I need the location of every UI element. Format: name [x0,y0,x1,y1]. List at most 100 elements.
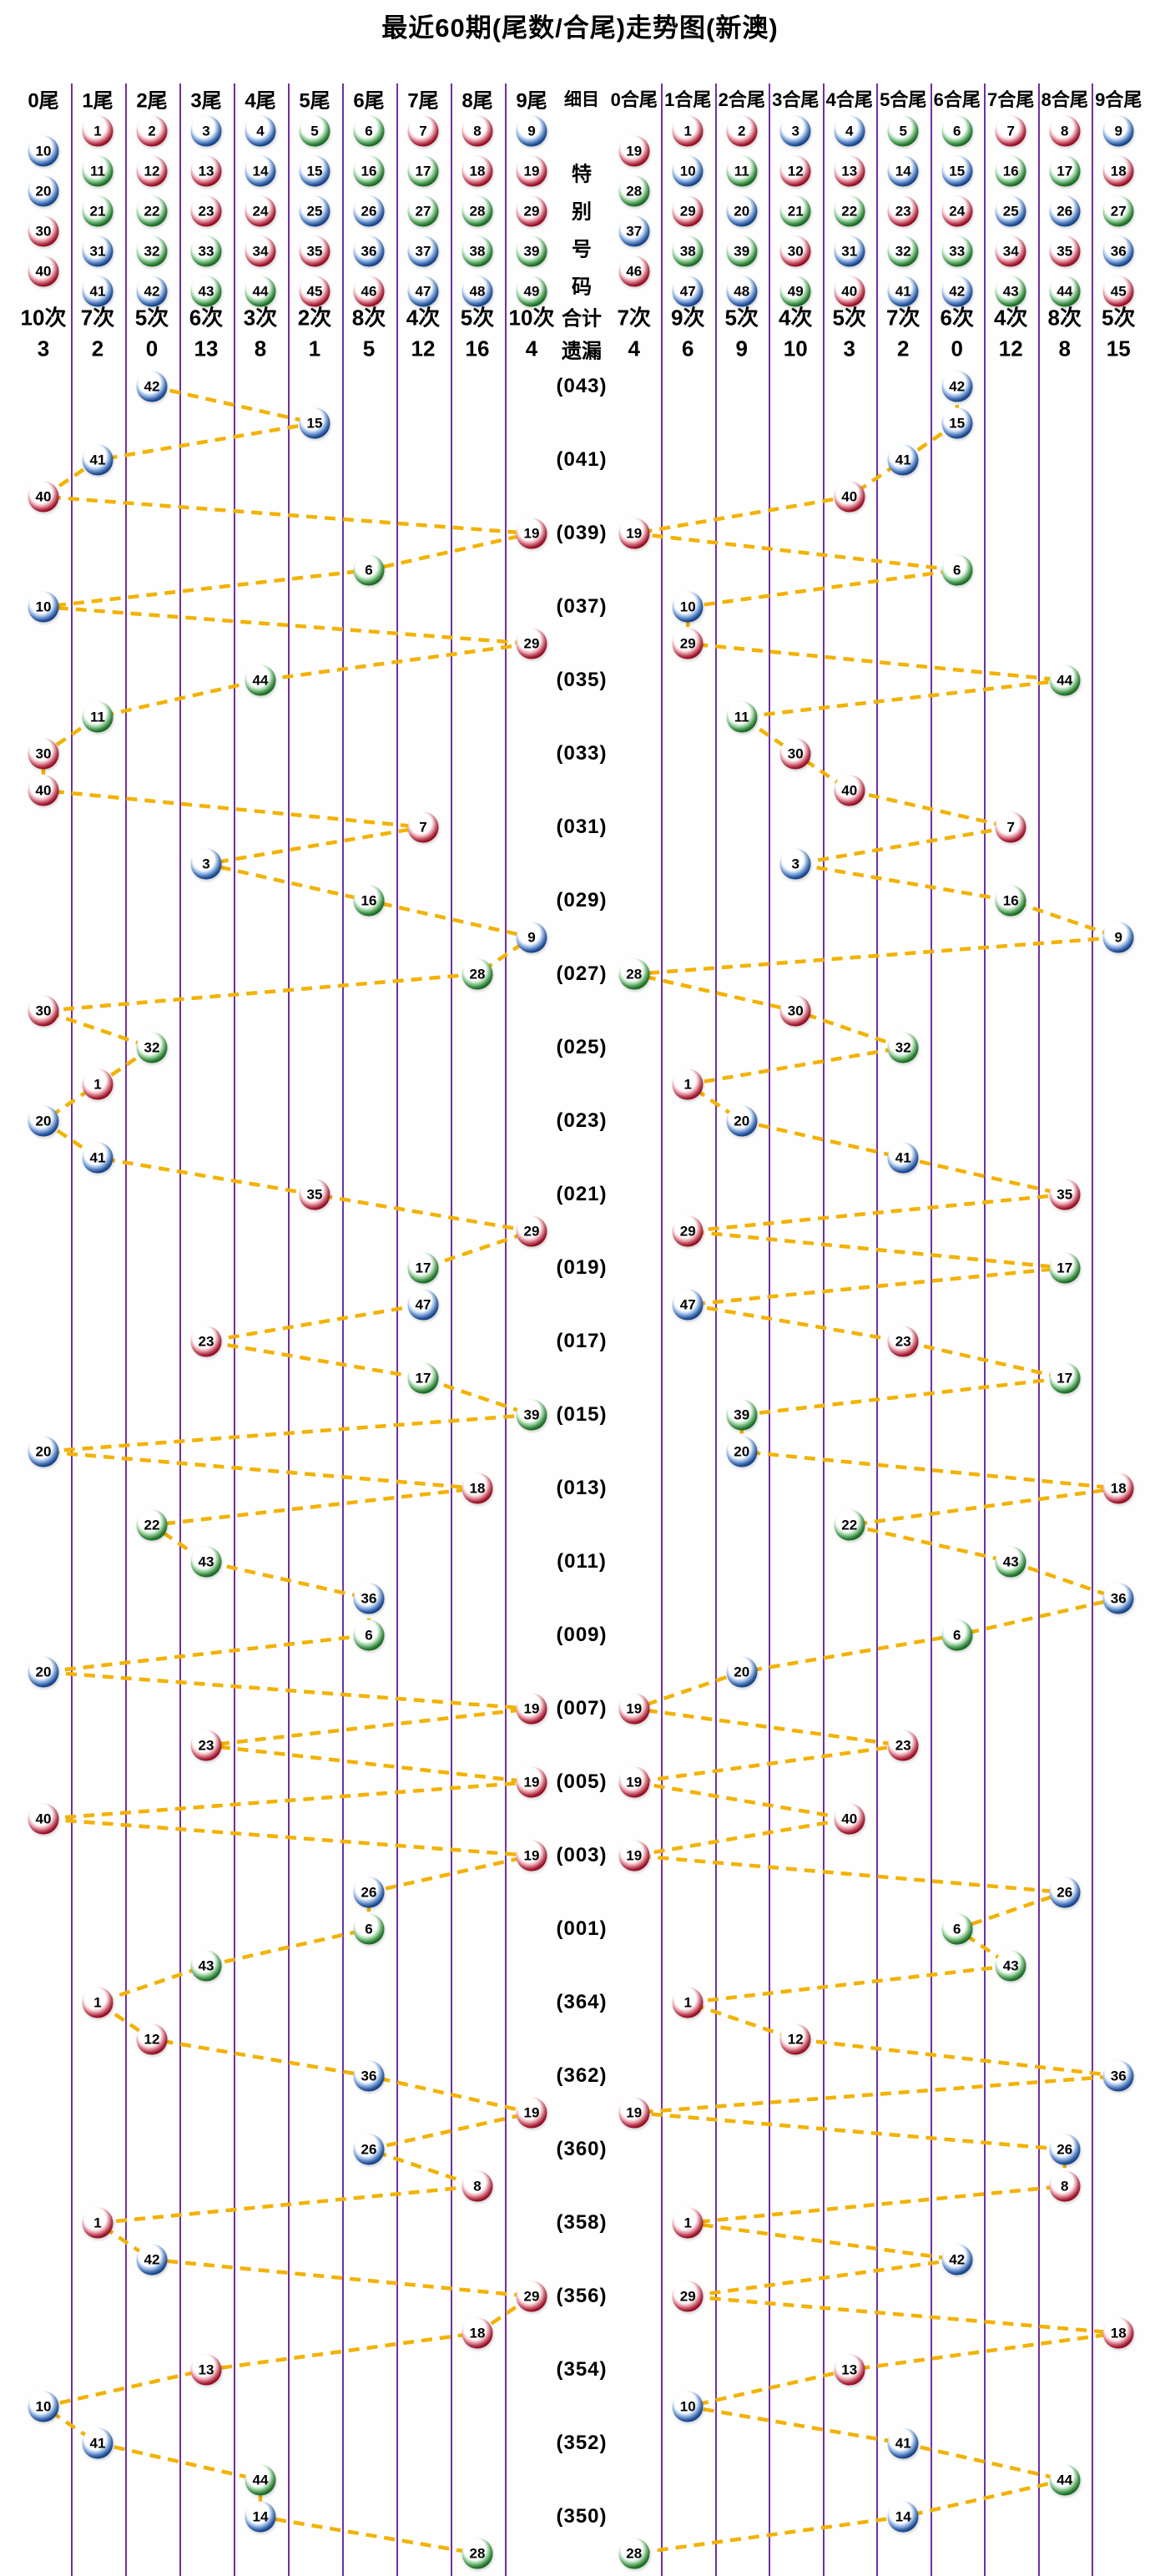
ball-number: 3 [202,856,210,871]
chart-ball-tail: 40 [28,481,59,513]
ball-number: 1 [683,1994,692,2010]
chart-ball-tail: 36 [353,2060,385,2092]
ball-number: 23 [198,1737,214,1753]
ball-number: 29 [523,1223,540,1239]
header-ball: 4 [834,115,865,147]
ball-number: 47 [415,283,431,299]
special-number-label: 别 [572,200,592,224]
ball-number: 18 [469,1480,486,1496]
chart-ball-sumtail: 29 [672,2281,704,2312]
ball-number: 29 [679,203,696,219]
ball-number: 21 [787,203,804,219]
chart-ball-tail: 18 [461,1472,493,1504]
header-ball: 45 [1102,275,1134,307]
ball-number: 5 [899,123,907,139]
header-ball: 8 [461,115,493,147]
ball-number: 36 [361,1590,377,1606]
chart-ball-sumtail: 19 [618,1766,650,1798]
header-ball: 30 [779,235,811,267]
count-cell: 6次 [940,305,974,331]
period-label: (011) [557,1550,607,1573]
grid-line [822,83,825,2576]
chart-ball-tail: 12 [136,2023,168,2055]
ball-number: 33 [198,243,214,259]
ball-number: 43 [198,283,214,299]
ball-number: 16 [361,163,377,179]
count-cell: 10次 [508,305,555,331]
ball-number: 32 [895,243,911,259]
chart-ball-sumtail: 44 [1049,2464,1081,2496]
ball-number: 17 [1057,1370,1073,1386]
chart-ball-sumtail: 26 [1049,1876,1081,1908]
ball-number: 28 [469,966,486,982]
chart-ball-tail: 19 [516,518,547,549]
ball-number: 36 [1110,1590,1127,1606]
header-ball: 30 [28,215,59,247]
column-header-tail-4: 4尾 [245,89,276,113]
header-ball: 43 [995,275,1026,307]
ball-number: 21 [89,203,106,219]
ball-number: 13 [198,2361,214,2377]
grid-line [287,83,290,2576]
chart-ball-sumtail: 40 [834,1803,865,1835]
header-ball: 22 [834,195,865,227]
header-ball: 28 [461,195,493,227]
header-ball: 19 [618,135,650,167]
header-ball: 12 [779,155,811,187]
grid-line [876,83,878,2576]
ball-number: 10 [35,2398,52,2414]
header-ball: 11 [726,155,758,187]
ball-number: 5 [310,123,319,139]
chart-ball-tail: 29 [516,628,547,659]
chart-ball-sumtail: 20 [726,1436,758,1467]
chart-ball-sumtail: 28 [618,2538,650,2569]
chart-ball-sumtail: 35 [1049,1179,1081,1210]
ball-number: 22 [841,1517,858,1533]
header-ball: 39 [516,235,547,267]
chart-ball-sumtail: 19 [618,1693,650,1725]
chart-ball-tail: 23 [190,1326,222,1357]
period-label: (031) [556,816,608,838]
header-ball: 2 [726,115,758,147]
chart-ball-tail: 19 [516,1840,547,1871]
ball-number: 47 [415,1296,431,1312]
header-ball: 4 [245,115,276,147]
chart-ball-tail: 20 [28,1436,59,1467]
chart-ball-sumtail: 18 [1102,2317,1134,2349]
ball-number: 6 [953,1921,961,1937]
ball-number: 29 [679,635,696,651]
chart-ball-tail: 35 [299,1179,330,1210]
ball-number: 41 [895,283,911,299]
period-label: (356) [556,2285,608,2307]
period-label: (025) [556,1036,608,1058]
header-ball: 32 [887,235,919,267]
header-ball: 42 [941,275,973,307]
ball-number: 41 [895,452,911,467]
ball-number: 17 [1057,1260,1073,1275]
ball-number: 49 [787,283,804,299]
header-ball: 31 [82,235,113,267]
ball-number: 40 [841,283,858,299]
ball-number: 19 [523,2104,540,2120]
header-ball: 37 [618,215,650,247]
ball-number: 15 [306,415,323,431]
header-ball: 2 [136,115,168,147]
miss-cell: 12 [998,336,1023,361]
chart-ball-sumtail: 41 [887,444,919,476]
ball-number: 30 [787,745,804,761]
ball-number: 3 [791,123,799,139]
header-ball: 21 [82,195,113,227]
grid-line [179,83,181,2576]
ball-number: 7 [419,819,427,835]
ball-number: 27 [1110,203,1127,219]
period-label: (017) [556,1330,608,1352]
header-ball: 9 [1102,115,1134,147]
ball-number: 30 [35,1003,52,1018]
ball-number: 30 [787,1003,804,1018]
chart-ball-sumtail: 40 [834,775,865,806]
header-ball: 34 [245,235,276,267]
header-ball: 14 [887,155,919,187]
ball-number: 45 [306,283,323,299]
ball-number: 42 [949,378,966,394]
ball-number: 42 [949,283,966,299]
